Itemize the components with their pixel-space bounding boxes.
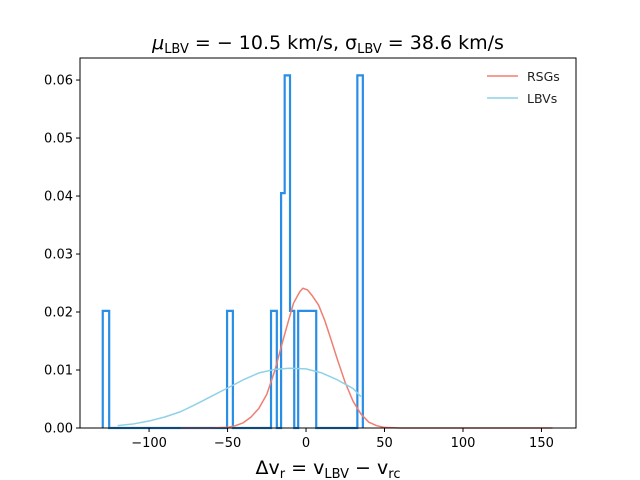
title-sigma-subscript: LBV (357, 42, 382, 57)
histogram-outline (101, 74, 364, 430)
x-tick-label: 0 (302, 436, 310, 451)
y-axis: 0.00 0.01 0.02 0.03 0.04 0.05 0.06 (44, 74, 80, 437)
y-tick-label: 0.04 (44, 190, 73, 205)
x-tick-label: −50 (214, 436, 241, 451)
xlabel-delta-v: Δv (256, 457, 280, 479)
y-tick-label: 0.01 (44, 364, 73, 379)
title-mu-subscript: LBV (164, 42, 189, 57)
xlabel-lbv-subscript: LBV (324, 467, 349, 480)
legend-rsgs-label: RSGs (527, 69, 560, 84)
y-tick-label: 0.02 (44, 306, 73, 321)
legend: RSGs LBVs (487, 69, 560, 106)
xlabel-minus-v: − v (349, 457, 388, 479)
x-tick-label: −100 (131, 436, 167, 451)
x-tick-label: 150 (529, 436, 554, 451)
title-mu-value: = − 10.5 km/s, (189, 32, 345, 54)
series-line-lbvs (117, 367, 362, 427)
y-tick-label: 0.05 (44, 132, 73, 147)
legend-lbvs-label: LBVs (527, 91, 557, 106)
xlabel-r-subscript: r (280, 467, 286, 480)
title-mu-symbol: μ (151, 32, 164, 54)
y-tick-label: 0.06 (44, 74, 73, 89)
x-axis-label: Δvr = vLBV − vrc (256, 457, 401, 480)
xlabel-rc-subscript: rc (388, 467, 400, 480)
x-tick-label: 100 (451, 436, 476, 451)
xlabel-equals-v: = v (285, 457, 324, 479)
chart-title: μLBV = − 10.5 km/s, σLBV = 38.6 km/s (151, 32, 504, 57)
x-tick-label: 50 (376, 436, 393, 451)
x-axis: −100 −50 0 50 100 150 (131, 428, 554, 451)
y-tick-label: 0.00 (44, 422, 73, 437)
title-sigma-value: = 38.6 km/s (382, 32, 504, 54)
axes-frame (79, 57, 577, 429)
y-tick-label: 0.03 (44, 248, 73, 263)
title-sigma-symbol: σ (345, 32, 357, 54)
